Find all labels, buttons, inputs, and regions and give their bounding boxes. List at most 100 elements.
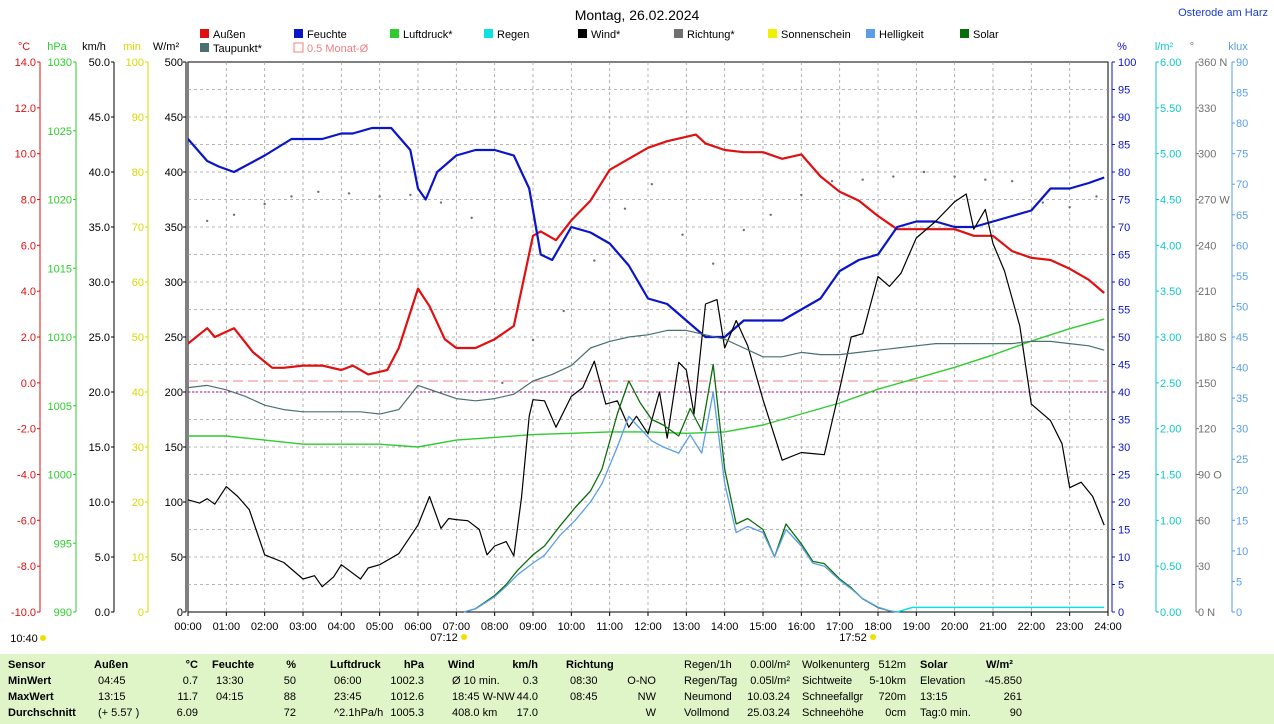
axis-tick-label-rain: 5.00 (1160, 149, 1181, 161)
axis-tick-label-humidity: 45 (1118, 360, 1130, 372)
axis-tick-label-sun: 50 (132, 332, 144, 344)
axis-tick-label-dir: 270 W (1198, 195, 1230, 207)
axis-tick-label-solar: 400 (165, 167, 183, 179)
point-richtung (922, 170, 926, 174)
point-richtung (439, 201, 443, 204)
axis-tick-label-solar: 0 (177, 607, 183, 619)
legend-label[interactable]: Helligkeit (879, 29, 924, 41)
axis-tick-label-rain: 2.50 (1160, 378, 1181, 390)
series-line-feuchte (187, 126, 1105, 339)
legend-label[interactable]: Taupunkt* (213, 43, 263, 55)
x-tick-label: 22:00 (1018, 621, 1046, 633)
axis-tick-label-humidity: 25 (1118, 470, 1130, 482)
x-tick-label: 15:00 (749, 621, 777, 633)
legend-label[interactable]: Regen (497, 29, 529, 41)
x-tick-label: 08:00 (481, 621, 509, 633)
axis-tick-label-pressure: 995 (54, 538, 72, 550)
summary-cell: Ø 10 min. (452, 675, 500, 687)
summary-col-header: Luftdruck (330, 659, 381, 671)
legend-swatch (294, 29, 303, 38)
x-tick-label: 13:00 (673, 621, 701, 633)
series-line-wind (187, 193, 1105, 588)
axis-tick-label-wind: 40.0 (89, 167, 110, 179)
axis-tick-label-wind: 45.0 (89, 112, 110, 124)
summary-extra-label: Neumond (684, 691, 732, 703)
station-name[interactable]: Osterode am Harz (1178, 7, 1268, 19)
point-richtung (800, 193, 803, 197)
x-tick-label: 16:00 (788, 621, 816, 633)
summary-cell-value: 17.0 (516, 707, 538, 719)
axis-tick-label-dir: 30 (1198, 561, 1210, 573)
summary-header: Sensor (8, 659, 46, 671)
summary-cell-value: 72 (283, 707, 296, 719)
chart-title: Montag, 26.02.2024 (575, 7, 700, 23)
legend-swatch (674, 29, 683, 38)
legend-label[interactable]: Sonnenschein (781, 29, 851, 41)
legend-label[interactable]: Wind* (591, 29, 621, 41)
summary-col-unit: km/h (512, 659, 538, 671)
axis-tick-label-dir: 180 S (1198, 332, 1227, 344)
summary-cell-value: 11.7 (177, 691, 198, 703)
axis-tick-label-dir: 90 O (1198, 470, 1222, 482)
summary-extra-value: 512m (878, 659, 906, 671)
weather-chart: 00:00 01:00 02:00 03:00 04:00 05:00 06:00 07:00… (10, 7, 1268, 645)
legend-swatch (484, 29, 493, 38)
axis-tick-label-bright: 0 (1236, 607, 1242, 619)
series-line-helligkeit (463, 391, 898, 613)
legend-label[interactable]: Richtung* (687, 29, 735, 41)
axis-tick-label-sun: 20 (132, 497, 144, 509)
axis-tick-label-temp: 4.0 (21, 286, 36, 298)
sunrise-time: 07:12 (430, 632, 458, 644)
legend: Außen Feuchte Luftdruck* Regen Wind* Richtung… (200, 29, 999, 55)
summary-row-label: MaxWert (8, 691, 54, 703)
summary-extra-value: 720m (878, 691, 906, 703)
summary-col-unit: °C (185, 659, 198, 671)
axis-tick-label-sun: 90 (132, 112, 144, 124)
axis-tick-label-pressure: 1025 (48, 126, 72, 138)
axis-tick-label-humidity: 10 (1118, 552, 1130, 564)
axis-tick-label-dir: 150 (1198, 378, 1216, 390)
summary-row-label: Durchschnitt (8, 707, 76, 719)
x-tick-label: 09:00 (519, 621, 547, 633)
legend-swatch (293, 42, 304, 53)
axis-tick-label-bright: 40 (1236, 363, 1248, 375)
axis-tick-label-sun: 10 (132, 552, 144, 564)
axis-tick-label-temp: -2.0 (17, 424, 36, 436)
point-richtung (1095, 195, 1098, 198)
axis-tick-label-dir: 300 (1198, 149, 1216, 161)
summary-cell-value: -45.850 (984, 675, 1022, 687)
legend-label[interactable]: Außen (213, 29, 245, 41)
axis-tick-label-bright: 5 (1236, 576, 1242, 588)
axis-tick-label-bright: 55 (1236, 271, 1248, 283)
point-richtung (593, 259, 596, 262)
legend-label[interactable]: Solar (973, 29, 999, 41)
summary-extra-label: Regen/Tag (684, 675, 738, 687)
axis-tick-label-bright: 15 (1236, 515, 1248, 527)
x-tick-label: 11:00 (596, 621, 623, 633)
sunset-icon (870, 634, 877, 640)
point-richtung (470, 216, 473, 220)
axis-tick-label-temp: -8.0 (17, 561, 36, 573)
summary-cell-value: 50 (283, 675, 296, 687)
axis-tick-label-sun: 30 (132, 442, 144, 454)
axis-tick-label-solar: 150 (165, 442, 183, 454)
axis-unit-bright: klux (1228, 41, 1248, 53)
summary-col-header: Solar (920, 659, 948, 671)
axis-tick-label-bright: 80 (1236, 118, 1248, 130)
legend-label[interactable]: Luftdruck* (403, 29, 453, 41)
axis-tick-label-temp: 8.0 (21, 195, 36, 207)
point-richtung (1041, 201, 1045, 204)
x-tick-label: 03:00 (289, 621, 317, 633)
summary-cell: 08:30 (570, 675, 598, 687)
summary-cell: Tag:0 min. (920, 707, 971, 719)
legend-label[interactable]: 0.5 Monat-Ø (307, 43, 369, 55)
summary-cell-value: NW (637, 691, 656, 703)
axis-tick-label-wind: 5.0 (95, 552, 110, 564)
axis-tick-label-temp: 0.0 (21, 378, 36, 390)
point-richtung (711, 262, 715, 265)
legend-label[interactable]: Feuchte (307, 29, 347, 41)
summary-col-header: Feuchte (212, 659, 255, 671)
sunset-time: 17:52 (839, 632, 867, 644)
axis-tick-label-dir: 60 (1198, 515, 1210, 527)
axis-tick-label-wind: 25.0 (89, 332, 110, 344)
